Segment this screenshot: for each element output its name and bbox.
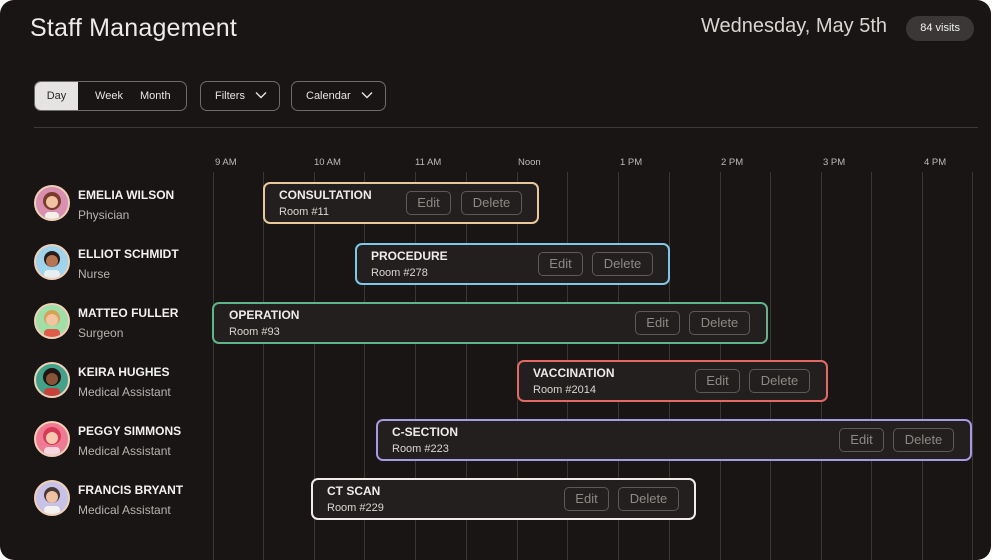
filters-dropdown[interactable]: Filters xyxy=(200,81,280,111)
appointment-title: PROCEDURE xyxy=(371,249,448,263)
visits-badge: 84 visits xyxy=(906,16,974,41)
staff-role: Medical Assistant xyxy=(78,503,171,517)
appointment-card[interactable]: OPERATION Room #93 Edit Delete xyxy=(212,302,768,344)
chevron-down-icon xyxy=(361,92,373,99)
avatar xyxy=(34,185,70,221)
staff-name: ELLIOT SCHMIDT xyxy=(78,247,179,261)
chevron-down-icon xyxy=(255,92,267,99)
grid-line xyxy=(263,172,264,560)
staff-row[interactable]: FRANCIS BRYANT Medical Assistant xyxy=(34,480,204,520)
hour-tick: 1 PM xyxy=(620,157,643,168)
grid-line xyxy=(213,172,214,560)
delete-button[interactable]: Delete xyxy=(689,311,750,335)
toolbar-divider xyxy=(34,127,978,128)
staff-row[interactable]: ELLIOT SCHMIDT Nurse xyxy=(34,244,204,284)
appointment-title: VACCINATION xyxy=(533,366,615,380)
page-title: Staff Management xyxy=(30,14,238,42)
view-switcher: Day Week Month xyxy=(34,81,187,111)
staff-role: Physician xyxy=(78,208,130,222)
grid-line xyxy=(871,172,872,560)
view-month-tab[interactable]: Month xyxy=(140,90,171,102)
appointment-card[interactable]: CT SCAN Room #229 Edit Delete xyxy=(311,478,696,520)
staff-name: EMELIA WILSON xyxy=(78,188,175,202)
calendar-label: Calendar xyxy=(306,90,351,102)
edit-button[interactable]: Edit xyxy=(635,311,680,335)
staff-name: PEGGY SIMMONS xyxy=(78,424,182,438)
avatar xyxy=(34,362,70,398)
grid-line xyxy=(314,172,315,560)
hour-tick: 10 AM xyxy=(314,157,341,168)
appointment-card[interactable]: PROCEDURE Room #278 Edit Delete xyxy=(355,243,670,285)
avatar xyxy=(34,303,70,339)
edit-button[interactable]: Edit xyxy=(564,487,609,511)
edit-button[interactable]: Edit xyxy=(839,428,884,452)
delete-button[interactable]: Delete xyxy=(461,191,522,215)
appointment-title: OPERATION xyxy=(229,308,300,322)
appointment-title: CT SCAN xyxy=(327,484,381,498)
hour-tick: 3 PM xyxy=(823,157,846,168)
avatar xyxy=(34,244,70,280)
staff-role: Medical Assistant xyxy=(78,385,171,399)
staff-name: KEIRA HUGHES xyxy=(78,365,170,379)
staff-row[interactable]: EMELIA WILSON Physician xyxy=(34,185,204,225)
appointment-title: C-SECTION xyxy=(392,425,458,439)
appointment-card[interactable]: C-SECTION Room #223 Edit Delete xyxy=(376,419,972,461)
view-day-tab[interactable]: Day xyxy=(35,82,78,110)
appointment-card[interactable]: CONSULTATION Room #11 Edit Delete xyxy=(263,182,539,224)
avatar xyxy=(34,421,70,457)
delete-button[interactable]: Delete xyxy=(618,487,679,511)
staff-role: Surgeon xyxy=(78,326,124,340)
hour-tick: 2 PM xyxy=(721,157,744,168)
grid-line xyxy=(466,172,467,560)
grid-line xyxy=(922,172,923,560)
view-week-tab[interactable]: Week xyxy=(95,90,123,102)
hour-tick: 11 AM xyxy=(415,157,442,168)
appointment-room: Room #278 xyxy=(371,267,428,279)
appointment-room: Room #93 xyxy=(229,326,280,338)
calendar-dropdown[interactable]: Calendar xyxy=(291,81,386,111)
appointment-room: Room #229 xyxy=(327,502,384,514)
staff-role: Nurse xyxy=(78,267,111,281)
hour-tick: Noon xyxy=(518,157,541,168)
avatar xyxy=(34,480,70,516)
delete-button[interactable]: Delete xyxy=(592,252,653,276)
filters-label: Filters xyxy=(215,90,245,102)
appointment-room: Room #2014 xyxy=(533,384,596,396)
staff-row[interactable]: MATTEO FULLER Surgeon xyxy=(34,303,204,343)
staff-row[interactable]: PEGGY SIMMONS Medical Assistant xyxy=(34,421,204,461)
edit-button[interactable]: Edit xyxy=(538,252,583,276)
hour-tick: 9 AM xyxy=(215,157,237,168)
edit-button[interactable]: Edit xyxy=(695,369,740,393)
grid-line xyxy=(415,172,416,560)
appointment-card[interactable]: VACCINATION Room #2014 Edit Delete xyxy=(517,360,828,402)
staff-name: FRANCIS BRYANT xyxy=(78,483,184,497)
delete-button[interactable]: Delete xyxy=(893,428,954,452)
grid-line xyxy=(972,172,973,560)
staff-role: Medical Assistant xyxy=(78,444,171,458)
appointment-title: CONSULTATION xyxy=(279,188,372,202)
edit-button[interactable]: Edit xyxy=(406,191,451,215)
staff-name: MATTEO FULLER xyxy=(78,306,179,320)
grid-line xyxy=(364,172,365,560)
current-date: Wednesday, May 5th xyxy=(700,15,887,37)
appointment-room: Room #11 xyxy=(279,206,329,218)
appointment-room: Room #223 xyxy=(392,443,449,455)
staff-row[interactable]: KEIRA HUGHES Medical Assistant xyxy=(34,362,204,402)
delete-button[interactable]: Delete xyxy=(749,369,810,393)
hour-tick: 4 PM xyxy=(924,157,947,168)
